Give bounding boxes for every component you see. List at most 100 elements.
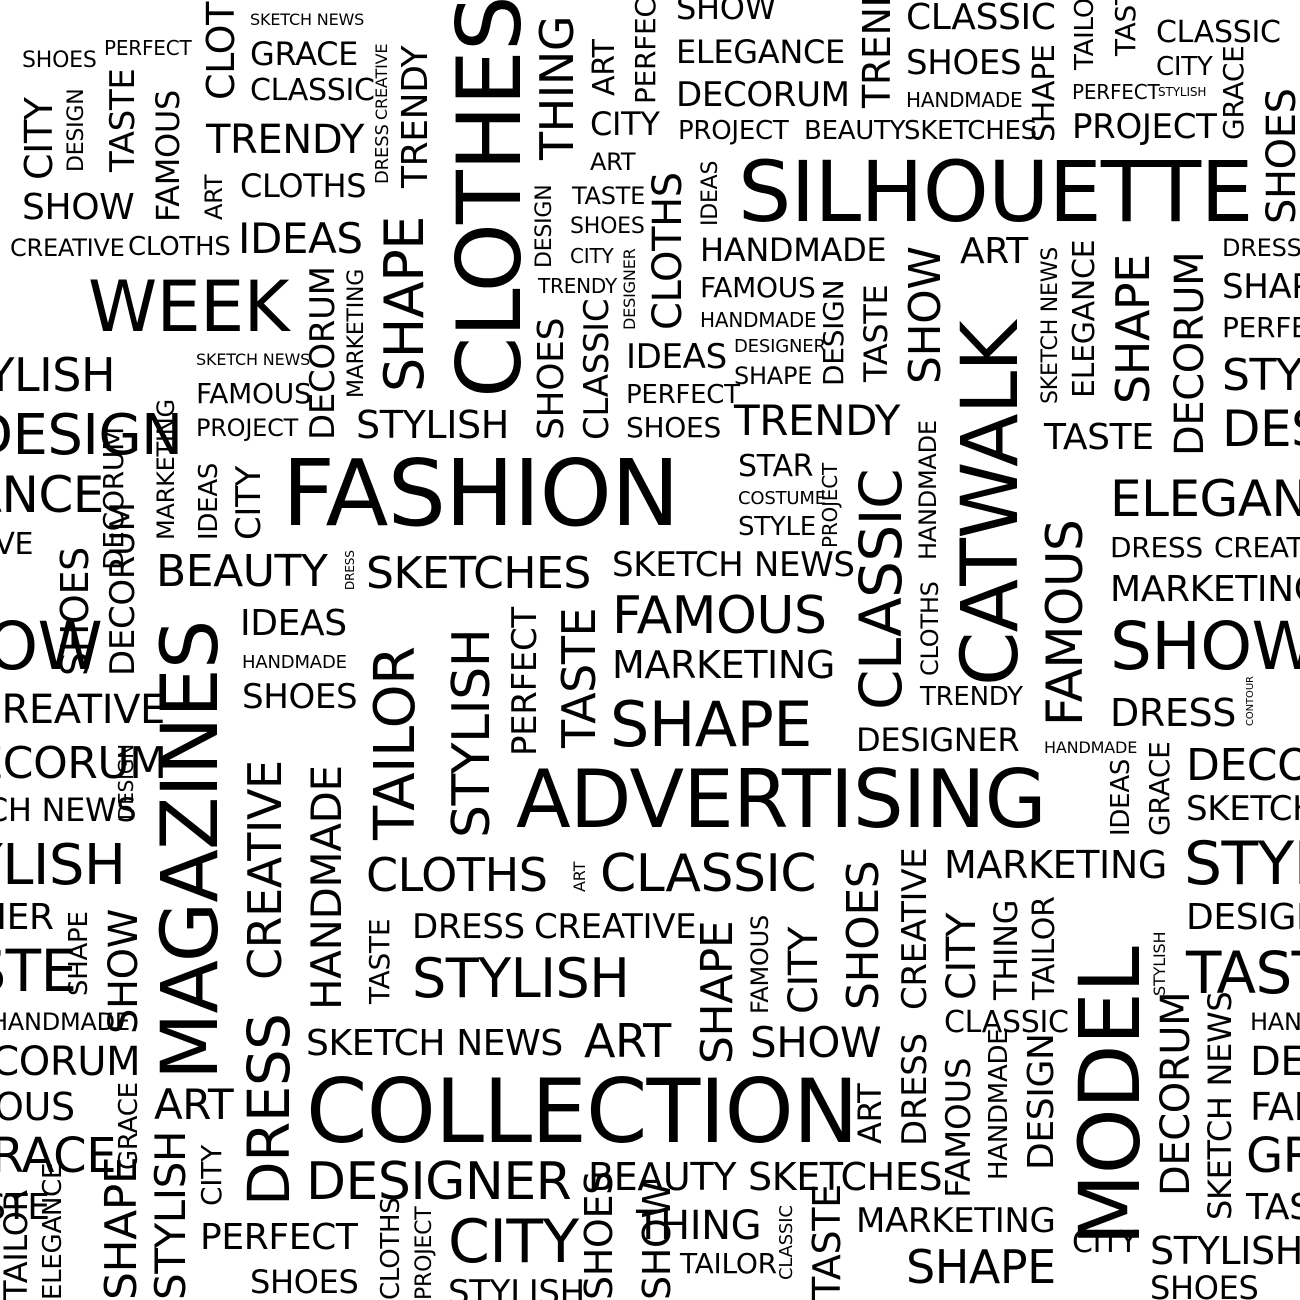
word-star: STAR (738, 449, 814, 484)
word-art: ART (570, 861, 589, 892)
word-designer: DESIGNER (620, 248, 639, 330)
word-grace: GRACE (1143, 741, 1176, 836)
word-decorum: DECORUM (676, 75, 850, 115)
word-cloths: CLOTHS (916, 581, 944, 676)
word-trendy: TRENDY (920, 682, 1023, 712)
word-perfect: PERFECT (505, 607, 545, 756)
word-shape: SHAPE (692, 920, 743, 1064)
word-designer: DESIGNER (856, 721, 1020, 759)
word-shoes: SHOES (531, 317, 572, 440)
word-silhouette: SILHOUETTE (738, 143, 1253, 241)
word-beauty: BEAUTY (588, 1155, 737, 1199)
word-beauty: BEAUTY (156, 546, 328, 597)
word-elegance: ELEGANCE (676, 33, 845, 71)
word-perfect: PERFECT (629, 0, 662, 104)
word-sketch-news: SKETCH NEWS (1038, 247, 1063, 404)
word-te-edge: TASTE (0, 937, 77, 1005)
word-handmade: HANDMADE (302, 765, 351, 1010)
word-sketch-news: SKETCH NEWS (196, 350, 311, 369)
word-dress: DRESS (412, 907, 525, 947)
word-art: ART (590, 148, 636, 176)
word-shape-edge: SHAPE (1222, 267, 1300, 307)
word-elegance-edge: ELEGANCE (0, 466, 104, 524)
word-marketing: MARKETING (612, 643, 835, 687)
word-decorum: DECORUM (303, 266, 343, 440)
word-handmade-edge-r: HANDMADE (1250, 1008, 1300, 1036)
word-classic: CLASSIC (577, 298, 617, 440)
word-trend: TRENDY (855, 0, 899, 108)
word-creative: CREATIVE (10, 234, 125, 262)
word-sketch-news: SKETCH NEWS (1201, 991, 1239, 1220)
word-handmade: HANDMADE (914, 420, 942, 560)
word-marketing: MARKETING (944, 843, 1167, 887)
word-classic: CLASSIC (1156, 15, 1281, 50)
word-classic: CLASSIC (847, 469, 915, 710)
word-handmade: HANDMADE (906, 88, 1023, 112)
word-art: ART (960, 231, 1028, 272)
word-show: SHOW (22, 187, 135, 228)
word-news-edge: SKETCH NEWS (0, 791, 137, 829)
word-stylish: STYLISH (448, 1273, 585, 1300)
word-tailor: TAILOR (363, 646, 428, 840)
word-marketing: MARKETING (856, 1201, 1056, 1241)
word-couture: STYLISH (356, 403, 509, 447)
word-project: PROJECT (412, 1206, 437, 1300)
word-handmade: HANDMADE (242, 652, 347, 673)
word-perfect: PERFECT (626, 380, 740, 410)
word-classic: CLASSIC (776, 1205, 797, 1280)
word-designer: DESIGNER (734, 336, 826, 357)
word-shoes: SHOES (838, 860, 889, 1010)
word-thing: THING (530, 15, 584, 160)
word-show: SHOW (750, 1018, 882, 1067)
word-city: CITY (939, 913, 985, 1000)
word-project: PROJECT (678, 116, 789, 146)
word-art: ART (584, 1014, 671, 1068)
word-classic: CLASSIC (906, 0, 1056, 38)
word-design-edge-r: DESIGN (1222, 400, 1300, 458)
word-stylish-edge-r: STYLISH (1184, 829, 1300, 899)
word-city: CITY (17, 97, 61, 180)
word-beauty: BEAUTY (804, 116, 906, 146)
word-design-edge: DESIGN (0, 403, 183, 468)
word-decorum: DECORUM (103, 502, 143, 676)
word-taste: TASTE (805, 1184, 849, 1300)
word-designer: DESIGNER (306, 1152, 572, 1212)
word-famous: FAMOUS (939, 1057, 979, 1198)
word-grace-edge-r: GRACE (1246, 1128, 1300, 1184)
word-city: CITY (448, 1207, 579, 1277)
word-taste: TASTE (1109, 0, 1142, 56)
word-tailor: TAILOR (680, 1247, 777, 1280)
word-show: SHOW (900, 246, 951, 384)
word-classic: CLASSIC (600, 844, 817, 904)
word-ideas: IDEAS (194, 462, 224, 540)
word-art: ART (154, 1080, 234, 1129)
word-thing: CLOTHS (199, 0, 243, 100)
word-ideas: IDEAS (626, 337, 727, 377)
word-sketch-news: SKETCH NEWS (250, 10, 365, 29)
word-taste: TASTE (552, 607, 606, 748)
word-city: CITY (590, 105, 660, 143)
word-show: SHOW (635, 1181, 679, 1300)
word-w-edge: SHOW (0, 608, 103, 685)
word-famous: FAMOUS (196, 377, 312, 410)
word-clothes: CLOTHES (438, 0, 541, 398)
word-contour: CONTOUR (1245, 676, 1256, 726)
word-couture-edge: STYLISH (1222, 350, 1300, 401)
word-famous: FAMOUS (1036, 519, 1094, 726)
word-creative: CREATIVE (534, 907, 697, 947)
word-mous-edge: FAMOUS (0, 1085, 75, 1129)
word-shape: SHAPE (64, 911, 94, 996)
word-sketches: SKETCHES (748, 1155, 943, 1199)
word-shoes: SHOES (22, 48, 97, 73)
word-shape: SHAPE (734, 362, 813, 390)
word-corum-edge: DECORUM (0, 1039, 141, 1085)
word-creative-edge: CREATIVE (1214, 531, 1300, 564)
word-taste: TASTE (857, 284, 895, 382)
word-design: DESIGN (817, 279, 850, 386)
word-city: CITY (1156, 52, 1213, 82)
word-shoes: SHOES (250, 1263, 359, 1300)
word-fashion: FASHION (282, 440, 680, 547)
word-city: CITY (229, 466, 269, 540)
word-shape-center: SHAPE (610, 688, 812, 761)
word-design-edge-r2: DESIGN (1186, 897, 1300, 938)
